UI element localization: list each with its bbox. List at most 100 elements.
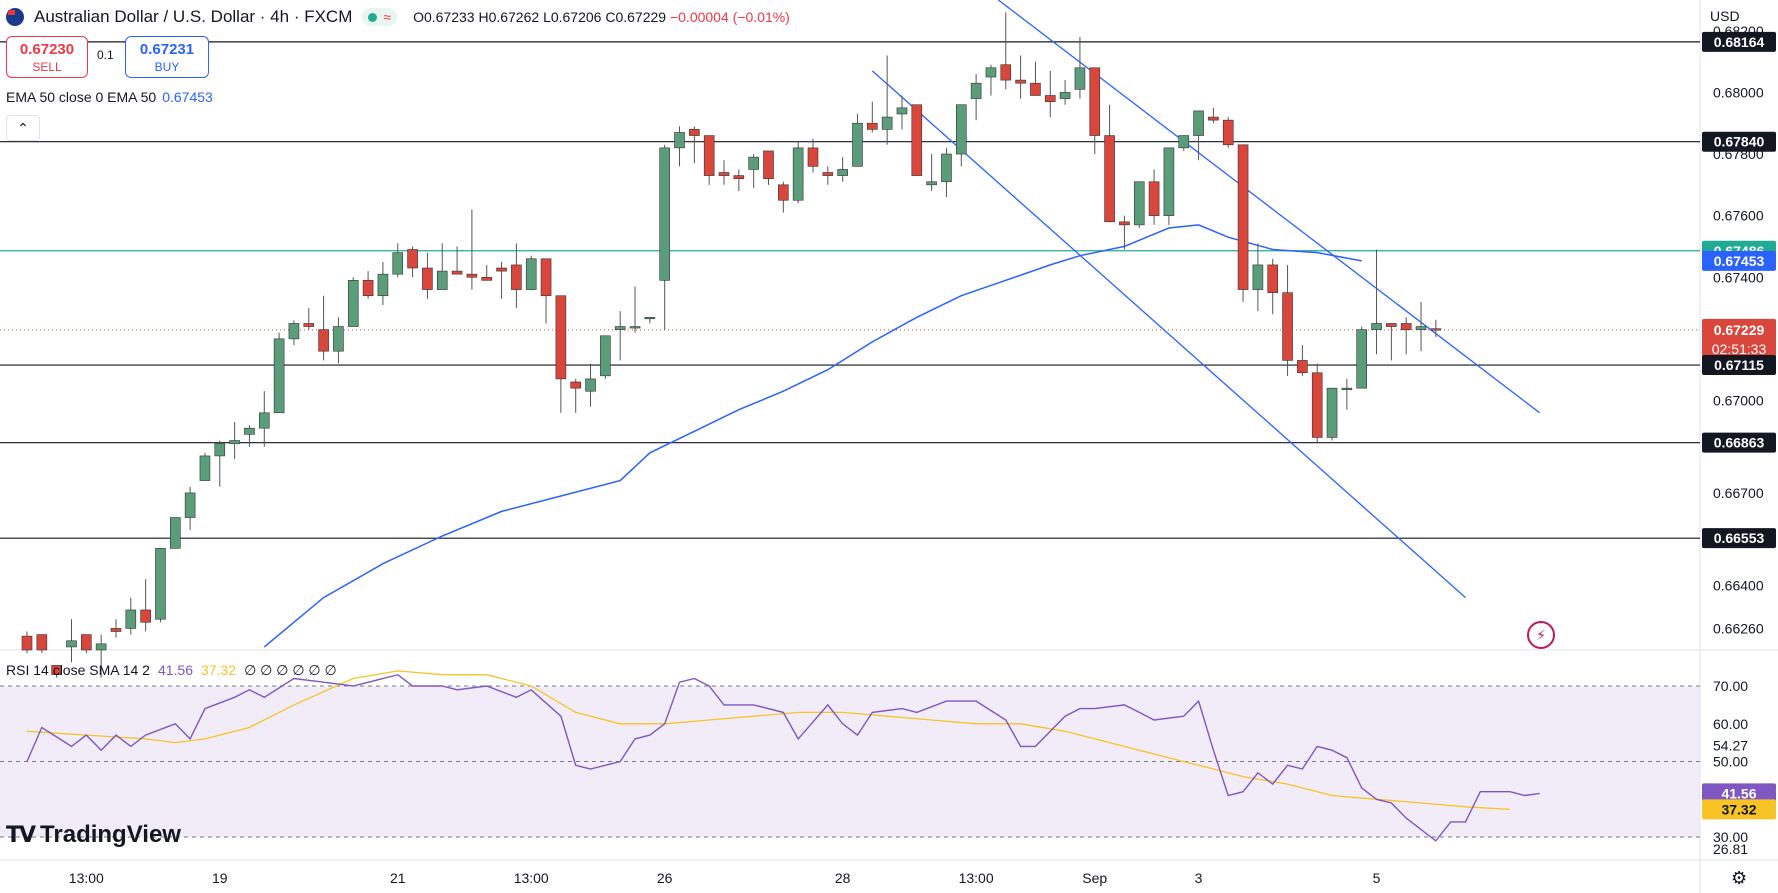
candle-body bbox=[466, 273, 478, 278]
candle-body bbox=[748, 156, 759, 170]
candle-body bbox=[1297, 360, 1308, 374]
rsi-legend-extras: ∅ ∅ ∅ ∅ ∅ ∅ bbox=[244, 662, 337, 678]
candle-body bbox=[66, 640, 77, 648]
candle-body bbox=[155, 548, 166, 620]
candle-body bbox=[585, 378, 596, 392]
trend-line[interactable] bbox=[871, 70, 1466, 599]
chart-header: Australian Dollar / U.S. Dollar · 4h · F… bbox=[6, 6, 790, 28]
level-price-label: 0.68164 bbox=[1714, 34, 1765, 50]
level-price-label-bg bbox=[1702, 432, 1776, 453]
level-price-label: 0.66863 bbox=[1714, 435, 1765, 451]
au-flag-icon bbox=[6, 8, 24, 26]
candle-body bbox=[941, 153, 952, 183]
candle-body bbox=[970, 82, 982, 99]
level-price-label-bg bbox=[1702, 528, 1776, 549]
sell-label: SELL bbox=[32, 60, 62, 74]
price-axis-tick: 0.66700 bbox=[1713, 485, 1764, 501]
candle-body bbox=[1015, 79, 1026, 84]
buy-button[interactable]: 0.67231 BUY bbox=[125, 36, 209, 78]
candle-body bbox=[214, 443, 226, 457]
candle-body bbox=[896, 107, 908, 115]
candle-body bbox=[1030, 82, 1041, 96]
lightning-icon[interactable]: ⚡ bbox=[1527, 621, 1555, 649]
price-axis-tick: 0.67400 bbox=[1713, 269, 1764, 285]
rsi-value-label-bg bbox=[1702, 783, 1776, 804]
tradingview-logo[interactable]: 𝗧𝗩 TradingView bbox=[6, 821, 181, 849]
candle-body bbox=[1252, 264, 1264, 290]
ema-price-label-bg bbox=[1702, 250, 1776, 271]
time-axis-tick: 26 bbox=[657, 870, 673, 886]
ema-legend[interactable]: EMA 50 close 0 EMA 50 0.67453 bbox=[6, 89, 213, 105]
collapse-legend-button[interactable]: ⌃ bbox=[6, 115, 40, 141]
candle-body bbox=[852, 122, 863, 167]
time-axis-tick: 3 bbox=[1195, 870, 1203, 886]
rsi-sma-legend-value: 37.32 bbox=[201, 662, 237, 678]
time-axis-tick: 13:00 bbox=[69, 870, 104, 886]
rsi-sma-value-label-bg bbox=[1702, 799, 1776, 820]
rsi-legend[interactable]: RSI 14 close SMA 14 2 41.56 37.32 ∅ ∅ ∅ … bbox=[6, 662, 337, 679]
candle-body bbox=[95, 643, 107, 651]
sell-button[interactable]: 0.67230 SELL bbox=[6, 36, 88, 78]
candle-body bbox=[273, 338, 285, 414]
candle-body bbox=[614, 326, 626, 330]
candle-body bbox=[1311, 372, 1323, 438]
candle-body bbox=[911, 104, 923, 176]
rsi-marker-label: 26.81 bbox=[1713, 841, 1748, 857]
candle-body bbox=[629, 326, 641, 329]
candle-body bbox=[1133, 181, 1145, 226]
symbol-title[interactable]: Australian Dollar / U.S. Dollar · 4h · F… bbox=[34, 7, 353, 26]
level-price-label: 0.67840 bbox=[1714, 134, 1765, 150]
rsi-axis-tick: 70.00 bbox=[1713, 678, 1748, 694]
level-price-label: 0.67115 bbox=[1714, 357, 1764, 373]
rsi-legend-label: RSI 14 close SMA 14 2 bbox=[6, 662, 150, 678]
currency-selector[interactable]: USD bbox=[1704, 3, 1778, 29]
candle-body bbox=[1000, 64, 1012, 81]
candle-body bbox=[125, 609, 137, 629]
close-value: C0.67229 bbox=[605, 9, 667, 25]
candle-body bbox=[525, 258, 537, 290]
candle-body bbox=[392, 252, 404, 275]
candle-body bbox=[763, 150, 774, 179]
ema-legend-value: 0.67453 bbox=[162, 89, 213, 105]
trend-line[interactable] bbox=[997, 0, 1541, 414]
candle-body bbox=[822, 172, 834, 176]
time-axis-tick: Sep bbox=[1082, 870, 1107, 886]
candle-body bbox=[377, 273, 389, 297]
rsi-sma-line bbox=[26, 670, 1511, 811]
gear-icon[interactable]: ⚙ bbox=[1731, 868, 1748, 888]
tradingview-logo-text: TradingView bbox=[40, 821, 181, 848]
wave-icon: ≈ bbox=[383, 9, 392, 25]
candle-body bbox=[422, 267, 433, 290]
current-price-label: 0.67229 bbox=[1714, 322, 1765, 338]
level-price-label-bg bbox=[1702, 31, 1776, 52]
time-axis-tick: 13:00 bbox=[959, 870, 994, 886]
rsi-line bbox=[26, 673, 1540, 842]
candle-body bbox=[229, 440, 240, 444]
candle-body bbox=[1208, 116, 1219, 121]
candle-body bbox=[792, 147, 804, 201]
candle-body bbox=[867, 122, 878, 130]
time-axis-tick: 28 bbox=[835, 870, 851, 886]
level-price-label: 0.66553 bbox=[1714, 530, 1765, 546]
candle-body bbox=[703, 135, 715, 176]
open-value: O0.67233 bbox=[413, 9, 475, 25]
level-price-label-bg bbox=[1702, 131, 1776, 152]
candle-body bbox=[1148, 181, 1160, 216]
candle-body bbox=[140, 609, 151, 623]
market-status[interactable]: ≈ bbox=[362, 8, 398, 26]
price-axis-tick: 0.68000 bbox=[1713, 84, 1764, 100]
candle-body bbox=[51, 665, 62, 675]
candle-body bbox=[1178, 135, 1190, 149]
candle-body bbox=[1326, 387, 1338, 438]
candle-body bbox=[481, 276, 493, 281]
candle-body bbox=[807, 147, 819, 167]
rsi-sma-value-label: 37.32 bbox=[1721, 801, 1756, 817]
candle-body bbox=[1356, 329, 1367, 389]
candle-body bbox=[244, 427, 255, 435]
candle-body bbox=[110, 628, 122, 632]
candle-body bbox=[955, 104, 967, 155]
candle-body bbox=[1119, 221, 1130, 226]
candle-body bbox=[347, 280, 359, 327]
candle-body bbox=[837, 169, 848, 176]
price-axis-tick: 0.67600 bbox=[1713, 208, 1764, 224]
